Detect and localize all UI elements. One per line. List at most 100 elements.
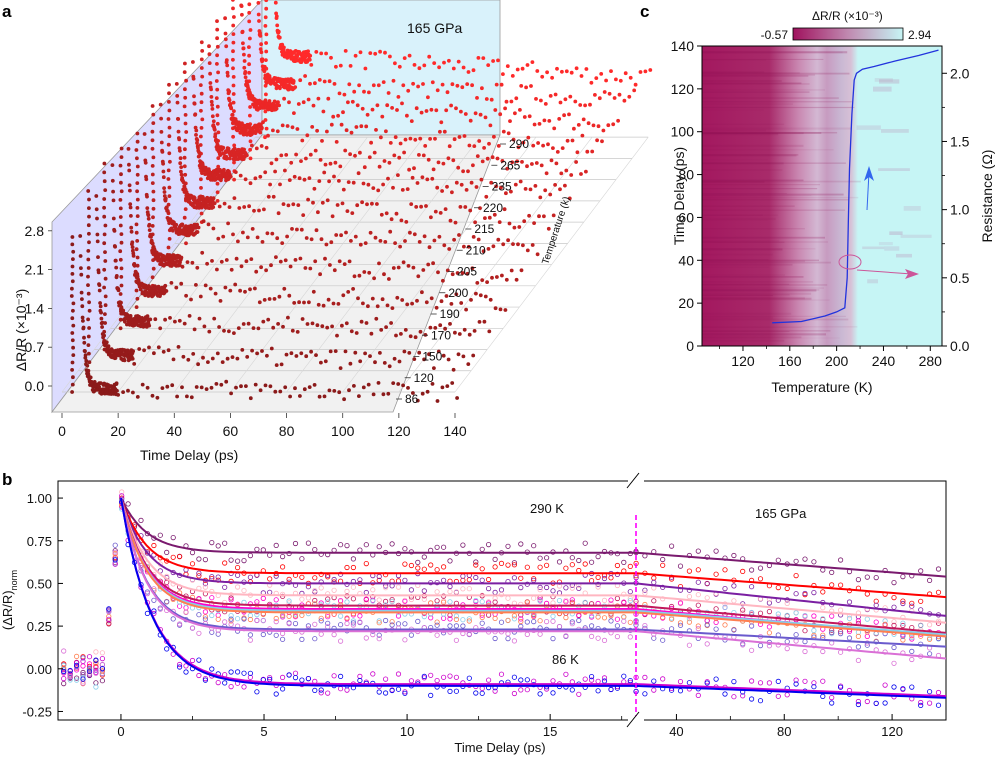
data-point: [520, 66, 525, 71]
data-point: [442, 60, 446, 65]
scatter-marker: [909, 684, 915, 690]
heatmap-stripe: [702, 184, 820, 186]
data-point: [253, 123, 257, 128]
data-point: [312, 383, 317, 387]
data-point: [477, 139, 482, 143]
scatter-marker: [918, 607, 924, 613]
data-point: [278, 259, 283, 264]
data-point: [346, 100, 350, 105]
data-point: [446, 357, 451, 362]
data-point: [479, 177, 484, 182]
data-point: [414, 205, 419, 209]
data-point: [247, 2, 252, 7]
data-point: [71, 301, 76, 306]
heatmap-stripe: [702, 199, 849, 201]
data-point: [316, 210, 320, 215]
data-point: [165, 384, 170, 389]
data-point: [312, 186, 317, 191]
scatter-marker: [811, 627, 817, 634]
data-point: [135, 139, 140, 144]
scatter-marker: [247, 637, 253, 643]
data-point: [228, 288, 233, 293]
scatter-marker: [80, 676, 86, 682]
data-point: [460, 271, 465, 275]
scatter-marker: [382, 690, 389, 696]
data-point: [379, 135, 383, 140]
data-point: [71, 308, 75, 313]
data-point: [459, 301, 464, 305]
data-point: [332, 268, 337, 273]
data-point: [334, 140, 339, 144]
scatter-marker: [820, 648, 826, 655]
data-point: [504, 277, 509, 282]
scatter-marker: [421, 588, 427, 594]
data-point: [87, 214, 91, 219]
scatter-marker: [686, 568, 693, 574]
data-point: [535, 69, 540, 73]
data-point: [246, 85, 250, 90]
data-point: [413, 335, 418, 340]
scatter-marker: [511, 613, 518, 619]
data-point: [282, 96, 286, 101]
data-point: [128, 314, 133, 318]
data-point: [102, 241, 107, 246]
scatter-marker: [704, 641, 710, 647]
heatmap-stripe: [702, 287, 824, 289]
data-point: [382, 272, 386, 277]
data-point: [137, 347, 142, 351]
data-point: [174, 82, 179, 86]
data-point: [441, 161, 446, 166]
scatter-marker: [144, 590, 150, 597]
data-point: [135, 164, 140, 169]
data-point: [386, 391, 391, 396]
data-point: [103, 312, 107, 316]
data-point: [444, 108, 449, 113]
data-point: [110, 178, 115, 183]
data-point: [585, 149, 590, 154]
data-point: [502, 207, 507, 212]
data-point: [261, 319, 266, 324]
data-point: [236, 239, 240, 244]
data-point: [405, 113, 409, 118]
data-point: [103, 294, 108, 299]
data-point: [387, 160, 392, 165]
data-point: [474, 291, 478, 296]
data-point: [209, 95, 214, 99]
data-point: [231, 49, 235, 54]
data-point: [121, 308, 126, 313]
data-point: [135, 263, 140, 268]
data-point: [453, 220, 458, 225]
data-point: [409, 202, 414, 207]
data-point: [215, 53, 220, 58]
scatter-marker: [588, 673, 595, 680]
data-point: [232, 196, 237, 201]
scatter-marker: [74, 677, 80, 683]
scatter-marker: [550, 613, 556, 619]
data-point: [255, 351, 259, 356]
panel-c: c ΔR/R (×10⁻³) -0.57 2.94: [640, 2, 995, 395]
scatter-marker: [170, 651, 176, 657]
scatter-marker: [722, 585, 728, 592]
scatter-marker: [595, 688, 601, 694]
data-point: [182, 164, 187, 169]
scatter-marker: [421, 596, 427, 602]
data-point: [210, 259, 214, 263]
data-point: [145, 194, 149, 199]
data-point: [399, 332, 403, 336]
data-point: [443, 207, 448, 212]
scatter-marker: [731, 627, 737, 633]
data-point: [243, 75, 248, 80]
data-point: [194, 133, 198, 137]
data-point: [167, 194, 172, 199]
data-point: [264, 6, 269, 11]
data-point: [216, 156, 221, 161]
scatter-marker: [466, 586, 472, 592]
panel-a: a 165 GPa 0 20 40 60 80 100 120 140 Time Delay …: [2, 0, 653, 463]
data-point: [581, 117, 586, 122]
scatter-marker: [511, 690, 518, 697]
data-point: [285, 124, 290, 128]
data-point: [389, 321, 393, 325]
data-point: [116, 288, 121, 293]
scatter-marker: [820, 589, 826, 595]
data-point: [225, 73, 230, 78]
